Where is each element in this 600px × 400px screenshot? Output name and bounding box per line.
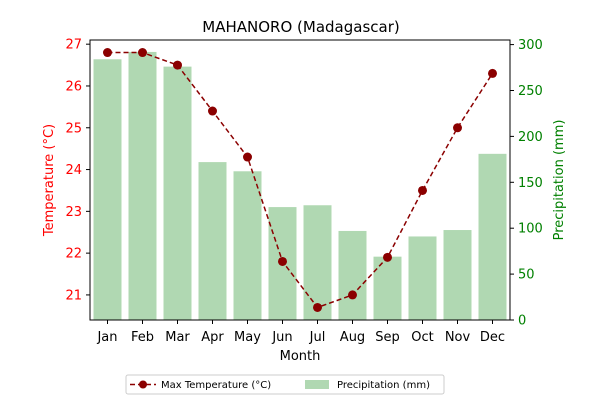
y-right-tick-label: 300	[518, 38, 543, 53]
x-axis: Jan Feb Mar Apr May Jun Jul Aug Sep Oct Nov Dec	[96, 320, 505, 345]
y-right-tick-label: 100	[518, 222, 543, 237]
legend-precipitation-label: Precipitation (mm)	[337, 380, 430, 391]
precipitation-bar	[338, 230, 367, 320]
precipitation-bar	[93, 59, 122, 321]
y-axis-right-label: Precipitation (mm)	[552, 120, 567, 241]
y-right-tick-label: 50	[518, 268, 535, 283]
plot-frame	[89, 39, 511, 321]
precipitation-bar	[303, 205, 332, 320]
x-tick-label: Oct	[411, 330, 433, 345]
y-left-tick-label: 25	[65, 121, 82, 136]
temperature-point	[278, 256, 287, 266]
precipitation-bars	[93, 51, 507, 321]
legend-bar-swatch	[305, 380, 329, 389]
y-left-tick-label: 26	[65, 79, 82, 94]
temperature-point	[208, 106, 217, 116]
x-axis-label: Month	[280, 349, 321, 364]
x-tick-label: Nov	[445, 330, 471, 345]
y-right-tick-label: 150	[518, 176, 543, 191]
y-left-tick-label: 22	[65, 247, 82, 262]
x-tick-label: Dec	[480, 330, 505, 345]
temperature-series-line	[107, 51, 494, 309]
precipitation-bar	[373, 256, 402, 320]
temperature-point	[313, 302, 322, 312]
y-left-tick-label: 24	[65, 163, 82, 178]
legend: Max Temperature (°C) Precipitation (mm)	[125, 374, 445, 395]
precipitation-bar	[408, 236, 437, 320]
temperature-point	[418, 185, 427, 195]
x-tick-label: Aug	[340, 330, 365, 345]
chart-title: MAHANORO (Madagascar)	[202, 18, 399, 36]
precipitation-bar	[128, 51, 157, 321]
temperature-point	[453, 123, 462, 133]
legend-temperature-label: Max Temperature (°C)	[161, 380, 271, 391]
x-tick-label: Jan	[96, 330, 117, 345]
precipitation-bar	[233, 171, 262, 320]
y-axis-left: 21 22 23 24 25 26 27	[65, 38, 90, 303]
legend-box	[125, 374, 445, 395]
temperature-line	[103, 48, 497, 312]
x-tick-label: Jul	[309, 330, 326, 345]
temperature-point	[383, 252, 392, 262]
temperature-point	[103, 48, 112, 58]
precipitation-bar	[163, 66, 192, 320]
precipitation-bar	[478, 153, 507, 320]
temperature-point	[243, 152, 252, 162]
y-right-tick-label: 200	[518, 130, 543, 145]
y-right-tick-label: 0	[518, 314, 526, 329]
x-tick-label: Jun	[271, 330, 292, 345]
y-axis-left-label: Temperature (°C)	[42, 124, 57, 237]
x-tick-label: Sep	[375, 330, 400, 345]
temperature-point	[138, 48, 147, 58]
precipitation-bar	[443, 230, 472, 320]
x-tick-label: May	[234, 330, 261, 345]
temperature-point	[173, 60, 182, 70]
x-tick-label: Apr	[201, 330, 224, 345]
y-left-tick-label: 27	[65, 38, 82, 53]
precipitation-bar	[198, 162, 227, 320]
y-left-tick-label: 23	[65, 205, 82, 220]
legend-line-dot	[139, 380, 147, 389]
y-axis-right: 0 50 100 150 200 250 300	[510, 38, 543, 329]
x-tick-label: Feb	[131, 330, 154, 345]
x-tick-label: Mar	[165, 330, 190, 345]
temperature-point	[348, 290, 357, 300]
temperature-point	[488, 68, 497, 78]
y-right-tick-label: 250	[518, 84, 543, 99]
y-left-tick-label: 21	[65, 288, 82, 303]
